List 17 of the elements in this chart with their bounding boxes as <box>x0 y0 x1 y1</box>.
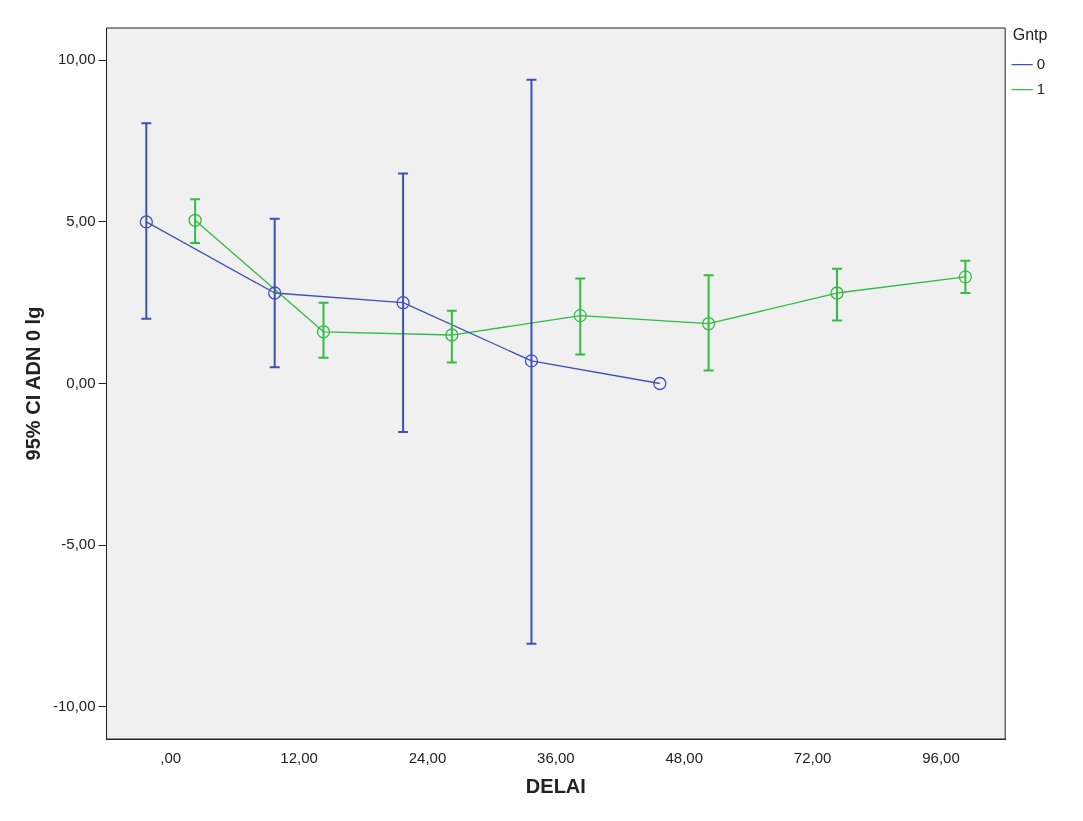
y-axis-title: 95% CI ADN 0 lg <box>21 306 44 461</box>
legend-label: 0 <box>1036 54 1045 72</box>
x-tick-label: 72,00 <box>793 749 832 767</box>
y-tick-label: 5,00 <box>66 212 96 230</box>
x-tick-label: 48,00 <box>665 749 703 767</box>
x-tick-label: 12,00 <box>280 749 318 767</box>
x-tick-label: 96,00 <box>922 749 960 767</box>
x-axis-title: DELAI <box>525 774 586 797</box>
y-tick-label: -10,00 <box>52 696 96 714</box>
x-tick-label: ,00 <box>160 749 182 767</box>
y-tick-label: 10,00 <box>57 50 96 68</box>
x-tick-label: 36,00 <box>537 749 575 767</box>
legend-title: Gntp <box>1012 26 1048 44</box>
y-tick-label: -5,00 <box>61 535 96 553</box>
y-tick-label: 0,00 <box>66 373 96 391</box>
x-tick-label: 24,00 <box>408 749 447 767</box>
legend-label: 1 <box>1036 79 1045 97</box>
